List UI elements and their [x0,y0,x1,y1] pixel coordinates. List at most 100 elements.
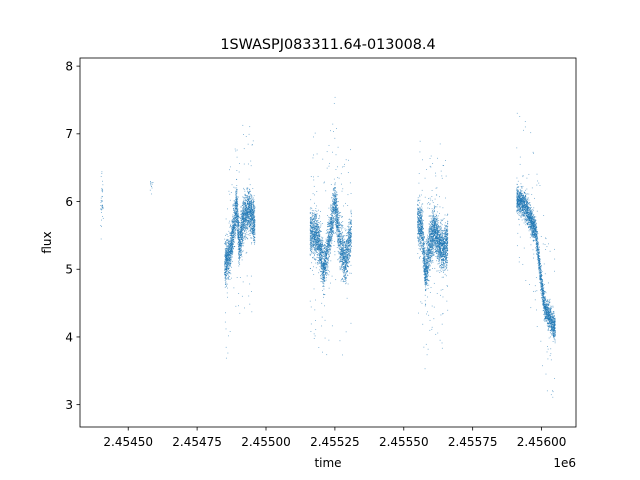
data-point [342,260,344,262]
data-point [313,224,315,226]
data-point [330,237,332,239]
data-point [238,265,240,267]
data-point [225,278,227,279]
data-point [241,246,242,248]
data-point [321,242,323,243]
data-point [231,235,232,237]
data-point [236,187,238,189]
data-point [248,133,250,135]
data-point [249,189,251,191]
data-point [339,269,341,271]
data-point [249,126,251,128]
data-point [240,249,242,251]
data-point [336,200,337,202]
data-point [346,265,348,267]
data-point [339,223,340,225]
data-point [228,247,230,249]
data-point [318,233,320,235]
data-point [312,157,314,159]
data-point [337,240,339,242]
data-point [236,201,238,203]
data-point [313,338,315,339]
data-point [253,229,255,230]
data-point [100,201,102,203]
data-point [247,208,248,210]
data-point [323,251,325,253]
data-point [232,242,234,244]
data-point [235,202,237,204]
data-point [241,220,243,222]
data-point [243,227,245,228]
data-point [249,190,251,192]
data-point [102,206,104,208]
data-point [100,205,102,206]
data-point [335,194,337,196]
data-point [251,201,253,203]
data-point [230,256,232,258]
data-point [325,232,327,234]
data-point [232,223,234,225]
data-point [233,228,235,230]
data-point [333,226,335,228]
data-point [239,258,241,259]
data-point [314,202,315,204]
data-point [320,230,322,232]
data-point [254,237,256,238]
data-point [229,254,230,256]
data-point [250,204,252,206]
data-point [323,251,325,253]
data-point [241,222,243,224]
data-point [227,255,229,257]
data-point [235,198,237,200]
data-point [231,241,233,243]
data-point [250,231,252,233]
data-point [239,251,241,252]
data-point [254,230,255,232]
data-point [335,199,337,201]
data-point [318,238,320,239]
data-point [248,204,250,205]
data-point [237,220,239,222]
data-point [345,272,347,274]
data-point [227,274,229,276]
data-point [313,258,315,260]
data-point [226,269,228,270]
data-point [237,217,239,219]
data-point [247,204,249,206]
data-point [343,245,345,247]
data-point [325,190,327,192]
data-point [244,202,246,204]
data-point [322,277,324,279]
data-point [235,219,237,221]
data-point [245,230,247,232]
data-point [350,215,352,217]
data-point [321,273,323,275]
data-point [241,234,242,236]
data-point [339,340,341,342]
data-point [235,233,237,235]
data-point [227,254,229,256]
data-point [329,221,331,223]
data-point [234,217,236,218]
data-point [341,262,343,264]
data-point [310,246,312,248]
data-point [249,214,251,216]
data-point [242,213,244,215]
data-point [345,254,346,256]
data-point [335,212,337,213]
data-point [248,216,250,218]
data-point [232,251,234,253]
data-point [318,249,320,251]
data-point [319,236,321,238]
data-point [238,235,239,236]
data-point [350,223,352,225]
data-point [316,246,318,247]
data-point [324,262,326,264]
data-point [313,239,315,241]
data-point [327,245,329,247]
data-point [342,269,344,270]
data-point [310,238,311,240]
data-point [309,243,311,245]
data-point [227,263,229,265]
data-point [239,241,241,243]
